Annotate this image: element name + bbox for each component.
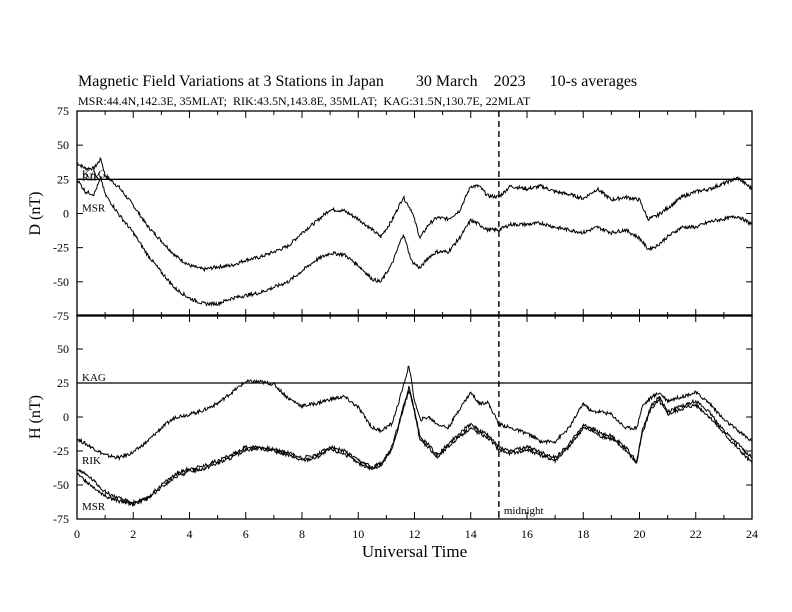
bottom-panel-station-label-kag: KAG — [82, 372, 106, 384]
top-panel-ytick-label: -50 — [53, 275, 69, 289]
top-panel-frame — [76, 110, 753, 317]
bottom-panel-ytick-label: 25 — [57, 376, 69, 390]
xtick-label: 6 — [243, 527, 249, 541]
chart-title: Magnetic Field Variations at 3 Stations … — [78, 73, 638, 90]
top-panel-station-label-rik: RIK — [82, 171, 101, 183]
xtick-label: 22 — [690, 527, 702, 541]
xtick-label: 8 — [299, 527, 305, 541]
x-axis-label: Universal Time — [362, 542, 467, 561]
xtick-label: 2 — [130, 527, 136, 541]
xtick-label: 16 — [521, 527, 533, 541]
bottom-panel-ylabel: H (nT) — [27, 395, 44, 439]
bottom-panel-station-label-rik: RIK — [82, 455, 101, 467]
bottom-panel-station-label-msr: MSR — [82, 501, 106, 513]
bottom-panel-ytick-label: 0 — [63, 410, 69, 424]
top-panel-series-rik — [76, 156, 753, 273]
bottom-panel-ytick-label: -50 — [53, 478, 69, 492]
xtick-label: 0 — [74, 527, 80, 541]
top-panel-ytick-label: 75 — [57, 104, 69, 118]
station-coordinates: MSR:44.4N,142.3E, 35MLAT; RIK:43.5N,143.… — [78, 94, 531, 108]
top-panel-ylabel: D (nT) — [27, 192, 44, 236]
top-panel-station-label-msr: MSR — [82, 202, 106, 214]
xtick-label: 12 — [409, 527, 421, 541]
bottom-panel-series-rik — [76, 385, 752, 506]
bottom-panel-ytick-label: 50 — [57, 342, 69, 356]
bottom-panel-series-msr — [76, 389, 753, 508]
top-panel-series-msr — [76, 176, 753, 307]
xtick-label: 20 — [634, 527, 646, 541]
xtick-label: 4 — [187, 527, 193, 541]
top-panel-ytick-label: 25 — [57, 172, 69, 186]
xtick-label: 24 — [746, 527, 758, 541]
xtick-label: 18 — [577, 527, 589, 541]
top-panel-ytick-label: 50 — [57, 138, 69, 152]
top-panel-ytick-label: -75 — [53, 309, 69, 323]
top-panel-ytick-label: -25 — [53, 241, 69, 255]
xtick-label: 10 — [352, 527, 364, 541]
bottom-panel-series-kag — [76, 365, 753, 462]
midnight-label: midnight — [504, 505, 544, 517]
bottom-panel-ytick-label: -75 — [53, 512, 69, 526]
bottom-panel-ytick-label: -25 — [53, 444, 69, 458]
top-panel-station-label-kag: KAG — [82, 168, 106, 180]
xtick-label: 14 — [465, 527, 477, 541]
top-panel-ytick-label: 0 — [63, 207, 69, 221]
